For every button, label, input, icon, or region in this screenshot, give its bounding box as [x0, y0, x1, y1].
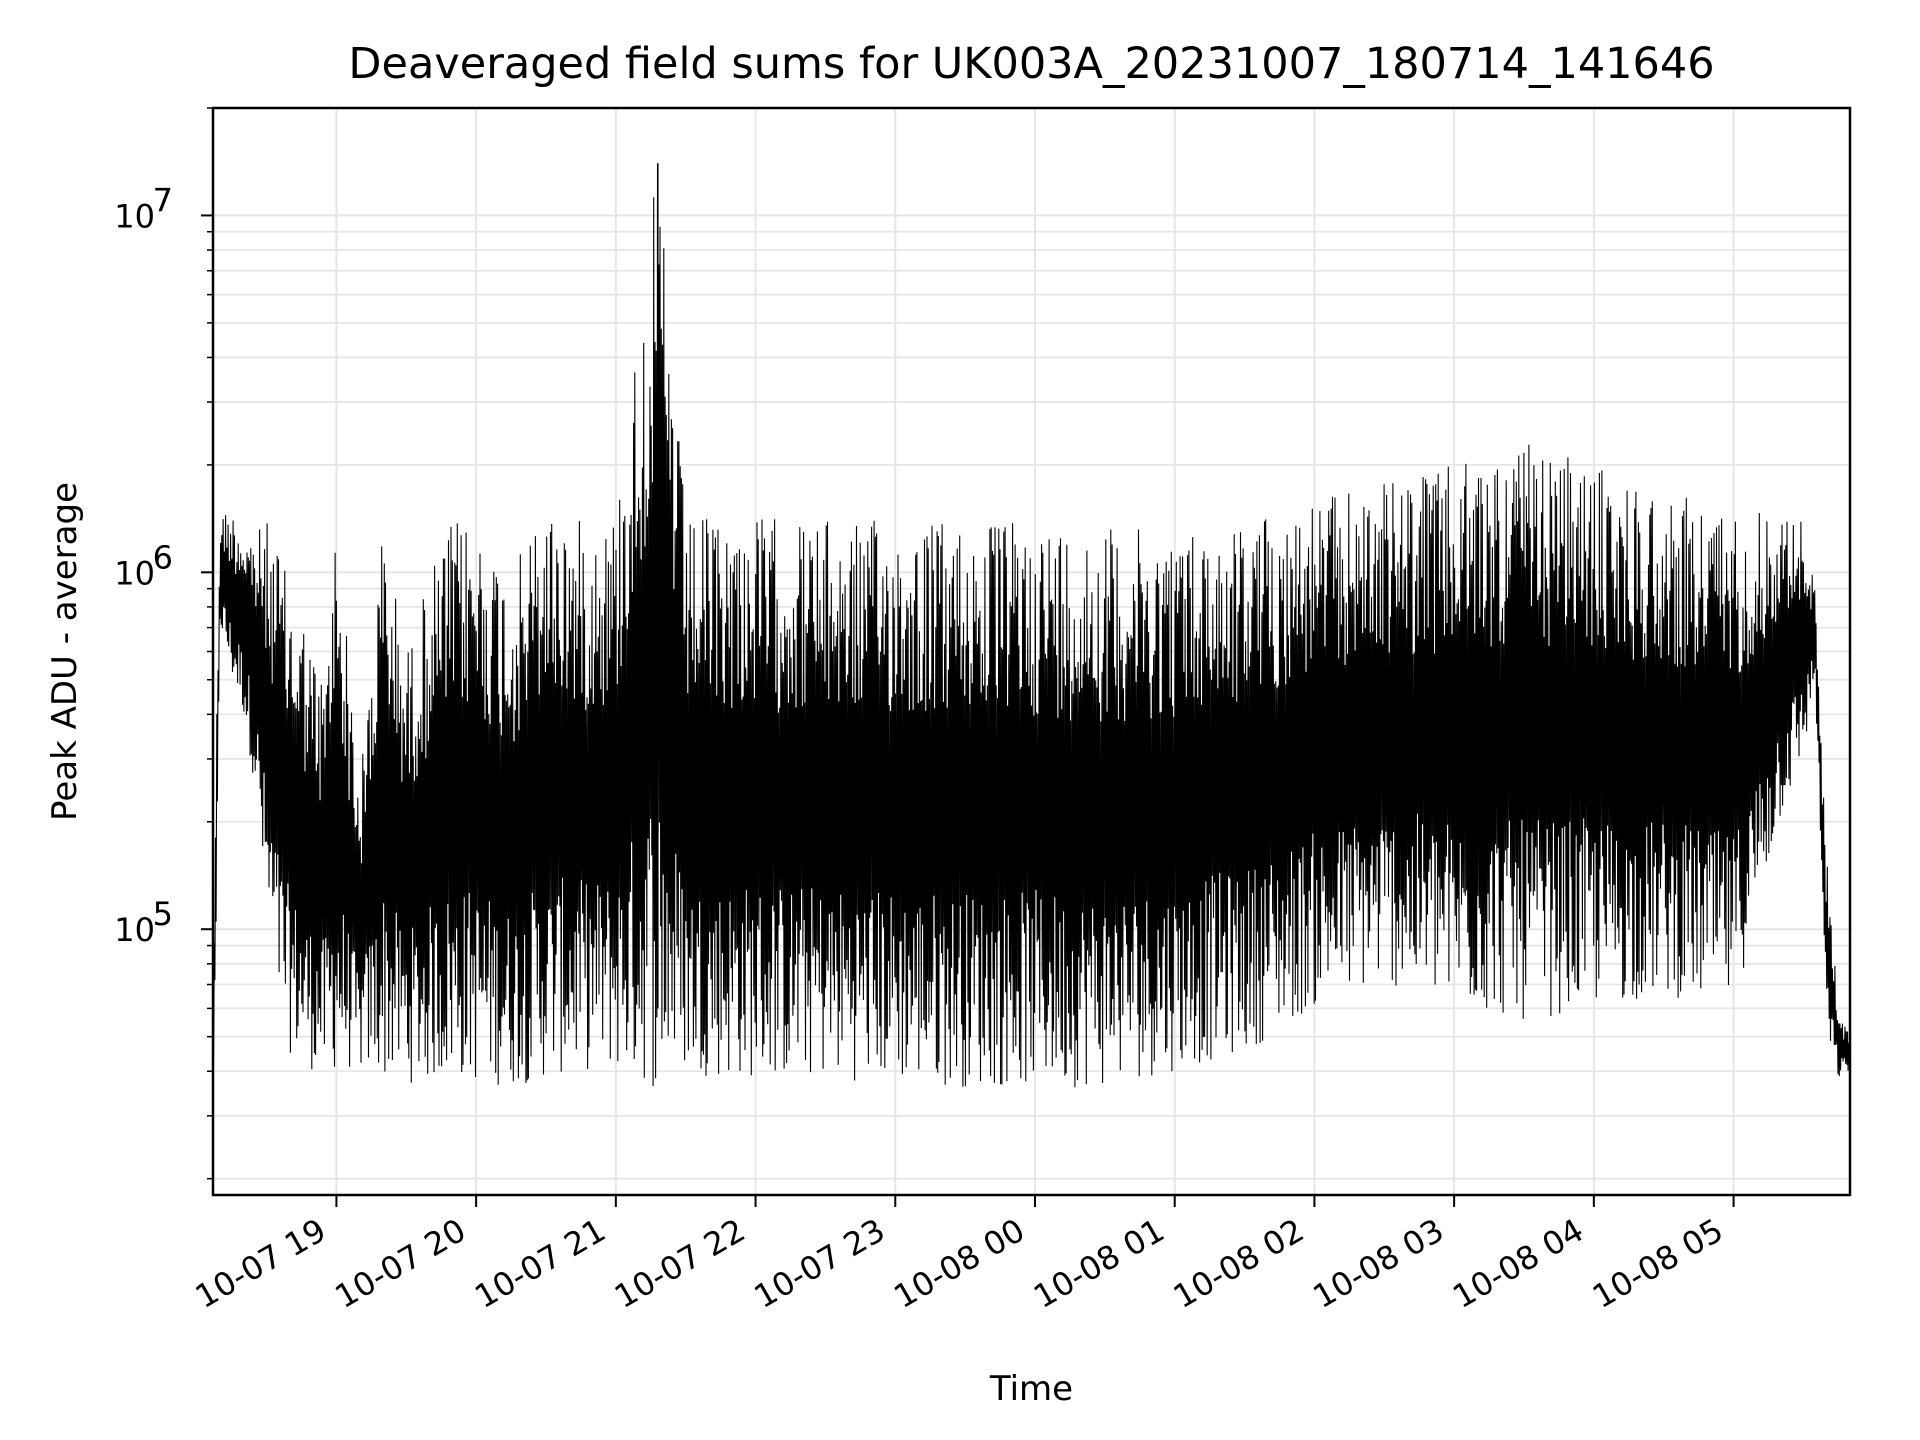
series-container	[213, 163, 1851, 1088]
chart-title: Deaveraged field sums for UK003A_2023100…	[348, 39, 1714, 89]
y-tick-label-exponent: 6	[153, 538, 173, 576]
series-line	[213, 197, 1851, 1088]
y-axis-label: Peak ADU - average	[45, 482, 85, 821]
y-tick-label: 105	[114, 895, 173, 949]
y-tick-label: 106	[114, 538, 173, 592]
y-tick-label-exponent: 5	[153, 895, 173, 933]
x-axis-label: Time	[989, 1369, 1073, 1409]
y-tick-label-base: 10	[114, 911, 155, 949]
y-tick-label-exponent: 7	[153, 181, 173, 219]
y-tick-label-base: 10	[114, 554, 155, 592]
y-tick-label: 107	[114, 181, 173, 235]
y-tick-label-base: 10	[114, 197, 155, 235]
